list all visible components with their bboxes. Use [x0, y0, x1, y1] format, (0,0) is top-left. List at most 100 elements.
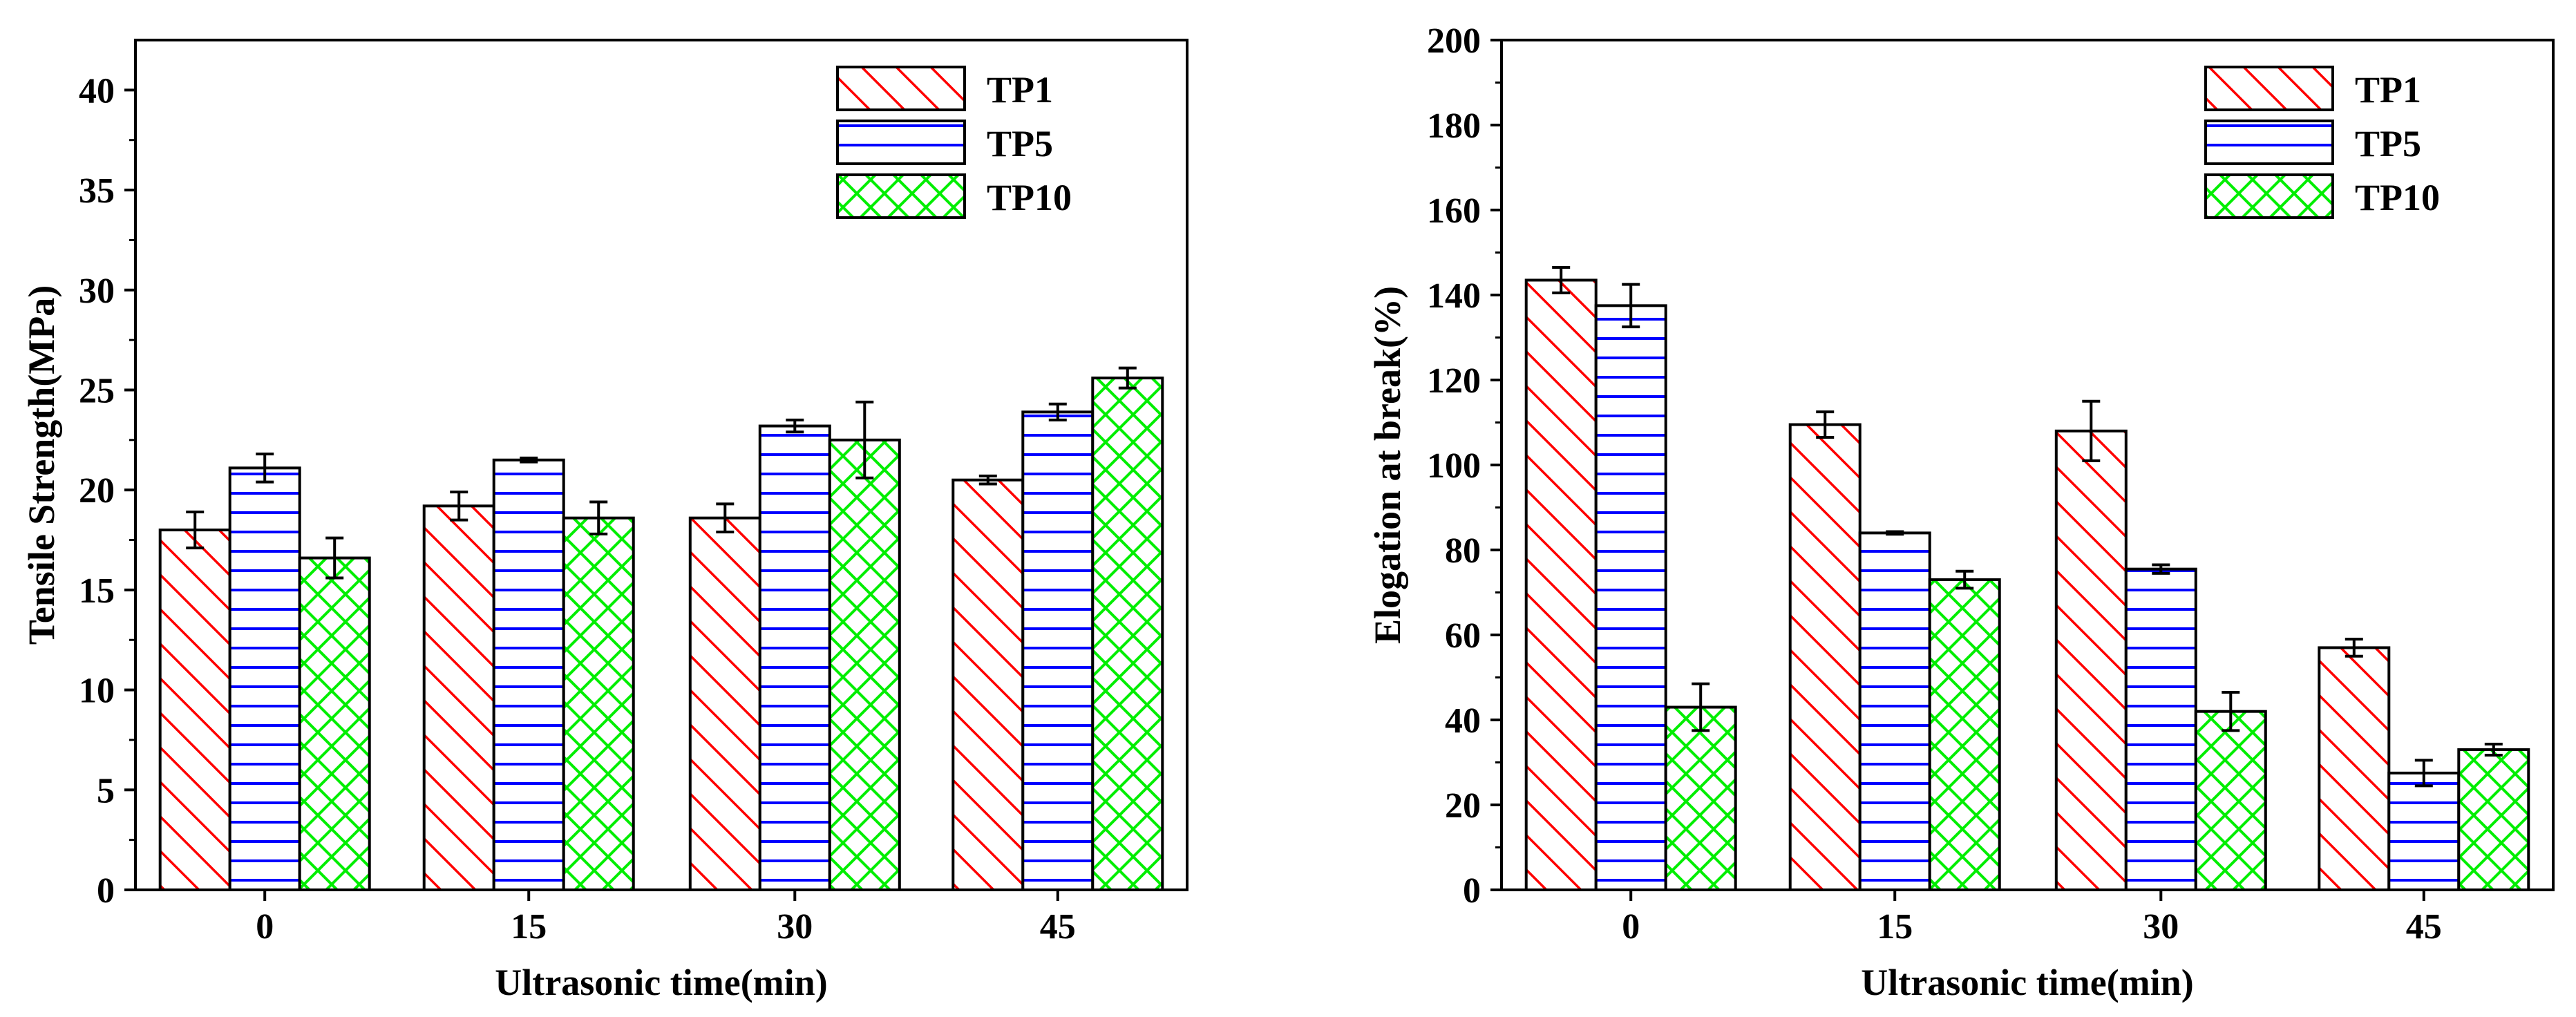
elongation-legend-label-tp10: TP10 [2355, 177, 2440, 218]
elongation-bar-tp1-15 [1788, 423, 1862, 891]
tensile-legend-swatch-tp10 [836, 173, 966, 219]
tensile-y-tick-labels: 0 5 10 15 20 25 30 35 40 [79, 71, 115, 911]
elongation-bar-tp10-30 [2194, 710, 2267, 891]
tensile-strength-chart: 0 5 10 15 20 25 30 35 40 0 15 30 45 Ultrasonic time… [21, 39, 1188, 1003]
elongation-y-tick-label-20: 20 [1445, 786, 1481, 826]
elongation-bar-tp10-0 [1664, 705, 1737, 891]
tensile-bar-tp1-15 [422, 504, 495, 891]
elongation-error-bar-tp10-15 [1955, 569, 1974, 590]
tensile-bar-tp5-15 [492, 458, 565, 891]
elongation-error-bar-tp1-30 [2082, 399, 2101, 462]
elongation-bar-tp1-0 [1524, 278, 1598, 892]
elongation-y-tick-label-80: 80 [1445, 531, 1481, 571]
elongation-x-tick-label-15: 15 [1877, 907, 1913, 947]
elongation-bar-tp10-15 [1928, 578, 2001, 891]
elongation-y-tick-label-180: 180 [1427, 106, 1481, 146]
elongation-bar-tp5-0 [1594, 304, 1667, 891]
elongation-bar-tp5-30 [2124, 567, 2197, 891]
elongation-legend-swatch-tp1 [2204, 66, 2334, 111]
tensile-bar-tp5-0 [228, 466, 301, 891]
tensile-y-tick-label-5: 5 [97, 771, 115, 810]
elongation-y-tick-labels: 0 20 40 60 80 100 120 140 160 180 200 [1427, 21, 1481, 911]
tensile-y-tick-label-0: 0 [97, 871, 115, 911]
elongation-chart: 0 20 40 60 80 100 120 140 160 180 200 0 15 30 45 Ultr… [1367, 21, 2555, 1003]
tensile-error-bar-tp5-15 [520, 456, 538, 464]
tensile-error-bar-tp10-15 [589, 500, 608, 535]
elongation-legend-swatch-tp5 [2204, 120, 2334, 165]
tensile-bar-tp5-45 [1021, 410, 1095, 891]
tensile-y-tick-label-10: 10 [79, 672, 115, 711]
tensile-bar-tp1-45 [951, 478, 1025, 891]
tensile-error-bar-tp1-30 [716, 502, 735, 533]
elongation-y-tick-label-40: 40 [1445, 701, 1481, 741]
elongation-legend: TP1 TP5 TP10 [2204, 66, 2440, 219]
tensile-error-bar-tp10-45 [1118, 366, 1137, 390]
elongation-x-tick-label-0: 0 [1622, 907, 1640, 947]
tensile-bar-tp10-15 [562, 516, 635, 891]
elongation-legend-label-tp5: TP5 [2355, 123, 2421, 164]
elongation-error-bar-tp10-30 [2222, 691, 2240, 732]
tensile-y-tick-label-25: 25 [79, 371, 115, 410]
tensile-error-bar-tp10-30 [855, 400, 874, 479]
tensile-x-tick-label-0: 0 [256, 907, 274, 947]
tensile-error-bar-tp1-15 [450, 491, 468, 522]
tensile-y-tick-label-30: 30 [79, 272, 115, 311]
tensile-bar-tp10-45 [1091, 377, 1164, 891]
tensile-bar-tp1-30 [688, 516, 761, 891]
elongation-plot-frame [1500, 39, 2555, 891]
elongation-bars [1524, 278, 2530, 892]
tensile-error-bars [186, 366, 1137, 580]
tensile-legend-label-tp5: TP5 [987, 123, 1053, 164]
elongation-x-tick-label-30: 30 [2143, 907, 2179, 947]
tensile-ticks [124, 88, 1059, 901]
tensile-x-tick-label-45: 45 [1040, 907, 1076, 947]
tensile-x-axis-title: Ultrasonic time(min) [495, 962, 827, 1003]
tensile-bar-tp10-0 [298, 556, 371, 891]
elongation-error-bars [1552, 266, 2503, 788]
tensile-legend-swatch-tp1 [836, 66, 966, 111]
elongation-y-tick-label-120: 120 [1427, 361, 1481, 401]
elongation-y-tick-label-100: 100 [1427, 446, 1481, 486]
elongation-error-bar-tp10-45 [2484, 743, 2503, 757]
elongation-x-tick-labels: 0 15 30 45 [1622, 907, 2442, 947]
tensile-legend: TP1 TP5 TP10 [836, 66, 1072, 219]
elongation-x-axis-title: Ultrasonic time(min) [1861, 962, 2193, 1003]
tensile-legend-label-tp1: TP1 [987, 69, 1053, 111]
tensile-bar-tp10-30 [828, 438, 901, 891]
tensile-x-tick-label-30: 30 [777, 907, 813, 947]
tensile-y-tick-label-20: 20 [79, 471, 115, 511]
elongation-error-bar-tp1-15 [1816, 410, 1835, 439]
tensile-x-tick-labels: 0 15 30 45 [256, 907, 1076, 947]
elongation-error-bar-tp5-45 [2414, 759, 2433, 788]
elongation-y-tick-label-0: 0 [1463, 871, 1481, 911]
elongation-bar-tp1-30 [2054, 429, 2128, 891]
elongation-y-tick-label-60: 60 [1445, 616, 1481, 656]
elongation-error-bar-tp5-15 [1886, 530, 1904, 536]
tensile-y-tick-label-15: 15 [79, 571, 115, 611]
elongation-error-bar-tp1-0 [1552, 266, 1571, 294]
elongation-bar-tp5-45 [2387, 771, 2461, 891]
tensile-bars [158, 377, 1164, 891]
tensile-legend-label-tp10: TP10 [987, 177, 1072, 218]
elongation-legend-swatch-tp10 [2204, 173, 2334, 219]
tensile-bar-tp1-0 [158, 529, 231, 891]
elongation-y-axis-title: Elogation at break(%) [1367, 286, 1408, 644]
elongation-error-bar-tp5-0 [1622, 283, 1640, 329]
elongation-bar-tp10-45 [2457, 748, 2530, 892]
elongation-y-tick-label-160: 160 [1427, 191, 1481, 231]
tensile-y-tick-label-35: 35 [79, 171, 115, 211]
tensile-legend-swatch-tp5 [836, 120, 966, 165]
tensile-y-axis-title: Tensile Strength(MPa) [21, 285, 62, 645]
tensile-plot-frame [134, 39, 1188, 891]
elongation-bar-tp5-15 [1858, 531, 1931, 891]
tensile-error-bar-tp5-30 [786, 418, 804, 434]
tensile-error-bar-tp5-0 [256, 453, 274, 484]
tensile-bar-tp5-30 [758, 424, 831, 891]
tensile-error-bar-tp5-45 [1048, 402, 1067, 421]
tensile-error-bar-tp1-0 [186, 511, 205, 550]
elongation-legend-label-tp1: TP1 [2355, 69, 2421, 111]
tensile-error-bar-tp1-45 [978, 474, 997, 486]
tensile-x-tick-label-15: 15 [511, 907, 547, 947]
elongation-bar-tp1-45 [2318, 646, 2391, 891]
